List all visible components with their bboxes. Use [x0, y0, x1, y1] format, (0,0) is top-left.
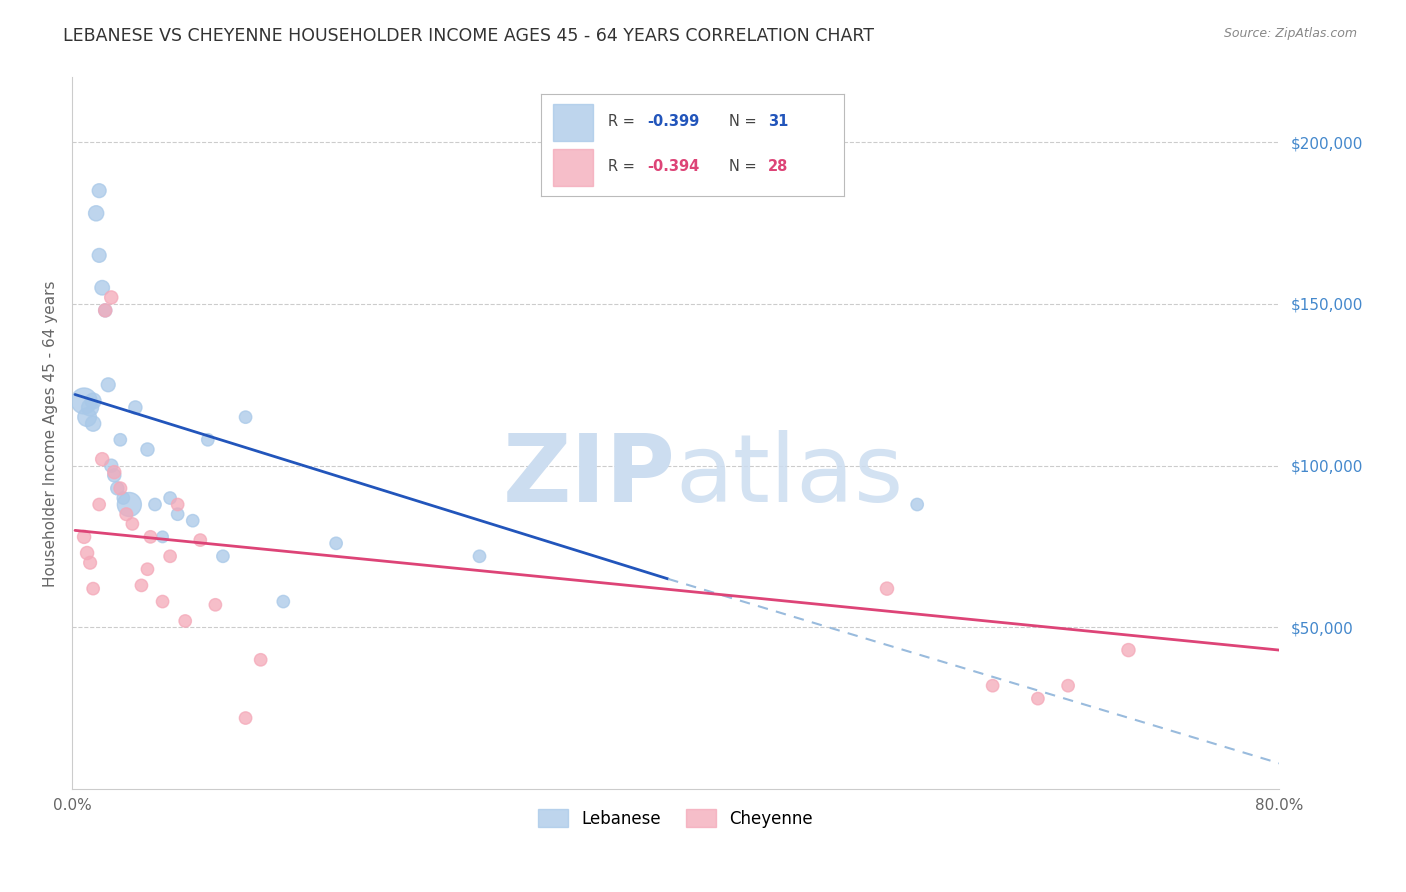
Point — [143, 498, 166, 512]
Point — [82, 394, 104, 409]
Point — [97, 377, 120, 392]
Point — [188, 533, 211, 547]
Point — [876, 582, 898, 596]
Point — [249, 653, 271, 667]
Point — [100, 290, 122, 304]
Legend: Lebanese, Cheyenne: Lebanese, Cheyenne — [531, 803, 820, 834]
Point — [174, 614, 197, 628]
Point — [159, 549, 181, 564]
Point — [73, 530, 96, 544]
Point — [100, 458, 122, 473]
Point — [136, 442, 159, 457]
Point — [76, 410, 98, 425]
Point — [152, 530, 174, 544]
Point — [94, 303, 117, 318]
Point — [105, 481, 128, 495]
Point — [79, 401, 101, 415]
Point — [110, 481, 132, 495]
Point — [136, 562, 159, 576]
Point — [235, 711, 257, 725]
Y-axis label: Householder Income Ages 45 - 64 years: Householder Income Ages 45 - 64 years — [44, 280, 58, 587]
Point — [152, 594, 174, 608]
Point — [139, 530, 162, 544]
Point — [468, 549, 491, 564]
Bar — [554, 149, 593, 186]
Point — [118, 498, 141, 512]
Point — [124, 401, 146, 415]
Text: ZIP: ZIP — [503, 430, 676, 522]
Point — [166, 507, 188, 521]
Point — [212, 549, 235, 564]
Point — [82, 417, 104, 431]
Text: LEBANESE VS CHEYENNE HOUSEHOLDER INCOME AGES 45 - 64 YEARS CORRELATION CHART: LEBANESE VS CHEYENNE HOUSEHOLDER INCOME … — [63, 27, 875, 45]
Point — [197, 433, 219, 447]
Point — [159, 491, 181, 505]
Text: 31: 31 — [768, 114, 789, 128]
Point — [204, 598, 226, 612]
Point — [121, 516, 143, 531]
Point — [325, 536, 347, 550]
Point — [89, 248, 111, 262]
Point — [112, 491, 135, 505]
Point — [82, 582, 104, 596]
Text: N =: N = — [728, 114, 761, 128]
Point — [181, 514, 204, 528]
Text: R =: R = — [607, 159, 640, 174]
Point — [1118, 643, 1140, 657]
Text: Source: ZipAtlas.com: Source: ZipAtlas.com — [1223, 27, 1357, 40]
Point — [115, 507, 138, 521]
Point — [94, 303, 117, 318]
Point — [271, 594, 294, 608]
Bar — [554, 104, 593, 141]
Point — [79, 556, 101, 570]
Point — [235, 410, 257, 425]
Point — [1026, 691, 1049, 706]
Text: R =: R = — [607, 114, 640, 128]
Point — [131, 578, 153, 592]
Point — [166, 498, 188, 512]
Point — [103, 465, 125, 479]
Point — [89, 184, 111, 198]
Text: -0.394: -0.394 — [647, 159, 699, 174]
Point — [73, 394, 96, 409]
Text: N =: N = — [728, 159, 761, 174]
Point — [89, 498, 111, 512]
Point — [1057, 679, 1080, 693]
Point — [91, 452, 114, 467]
Point — [76, 546, 98, 560]
Point — [981, 679, 1004, 693]
Point — [84, 206, 107, 220]
Point — [103, 468, 125, 483]
Point — [905, 498, 928, 512]
Point — [91, 281, 114, 295]
Text: 28: 28 — [768, 159, 789, 174]
Text: -0.399: -0.399 — [647, 114, 699, 128]
Point — [110, 433, 132, 447]
Text: atlas: atlas — [676, 430, 904, 522]
